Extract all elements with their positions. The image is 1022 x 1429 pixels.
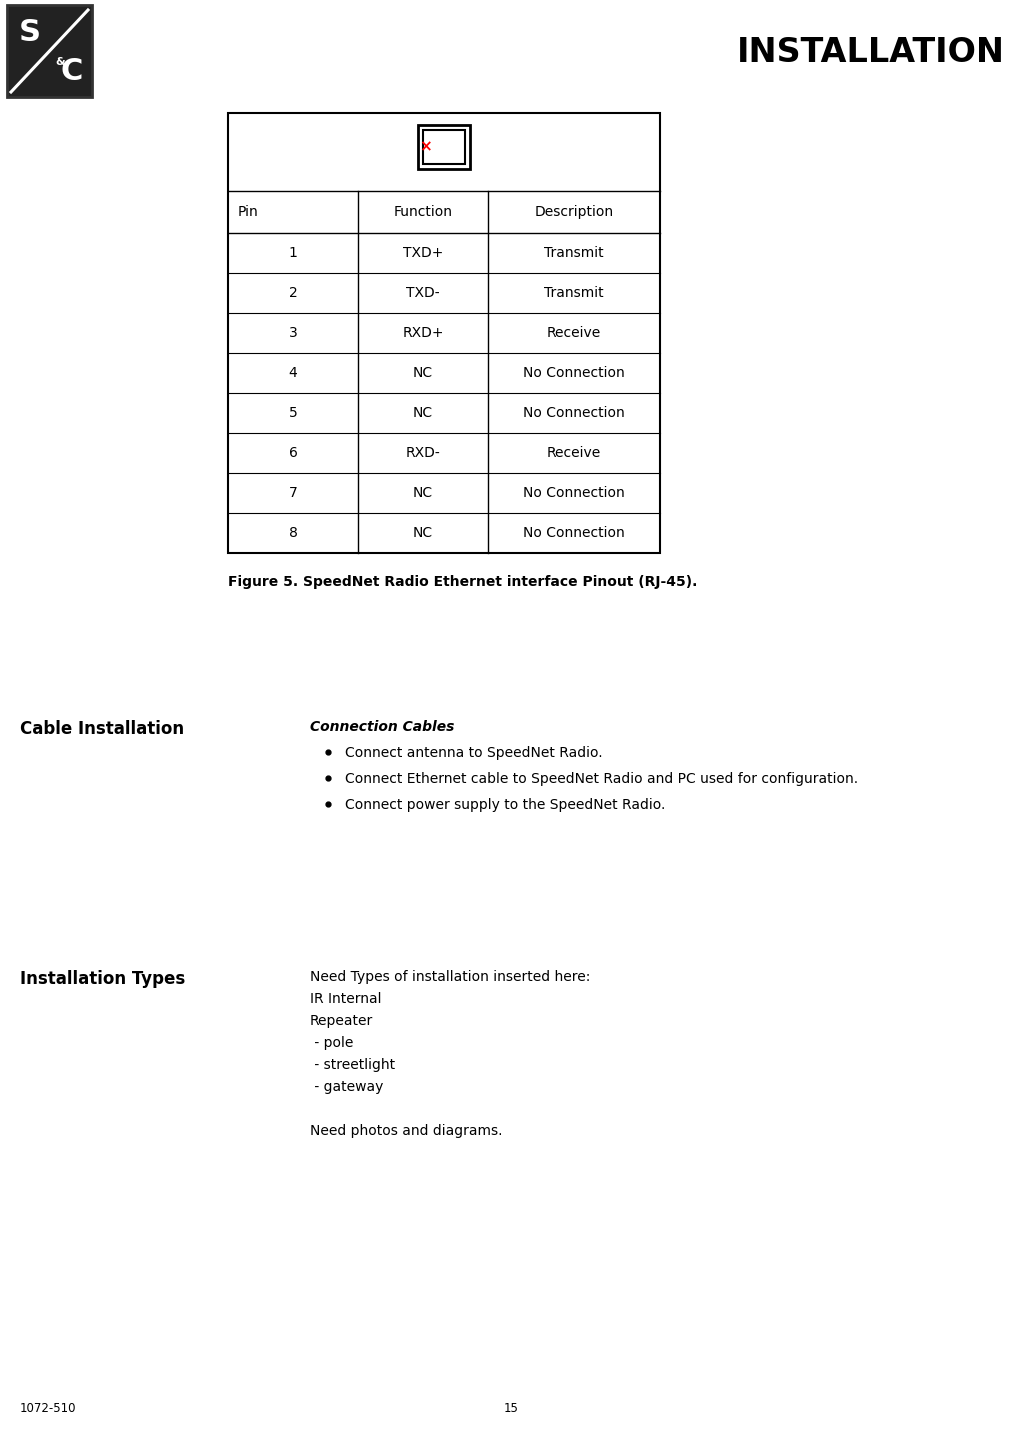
Text: NC: NC — [413, 366, 433, 380]
Text: 3: 3 — [288, 326, 297, 340]
Text: 1072-510: 1072-510 — [20, 1402, 77, 1415]
Text: TXD-: TXD- — [406, 286, 439, 300]
Text: Need photos and diagrams.: Need photos and diagrams. — [310, 1125, 503, 1137]
Text: Connect Ethernet cable to SpeedNet Radio and PC used for configuration.: Connect Ethernet cable to SpeedNet Radio… — [345, 772, 858, 786]
Text: No Connection: No Connection — [523, 366, 624, 380]
Text: - streetlight: - streetlight — [310, 1057, 396, 1072]
Text: INSTALLATION: INSTALLATION — [737, 36, 1005, 69]
Text: NC: NC — [413, 486, 433, 500]
Text: Description: Description — [535, 204, 613, 219]
Bar — [418, 124, 470, 169]
Text: Pin: Pin — [238, 204, 259, 219]
Bar — [7, 4, 92, 97]
Text: Installation Types: Installation Types — [20, 970, 185, 987]
Text: IR Internal: IR Internal — [310, 992, 381, 1006]
Text: Receive: Receive — [547, 326, 601, 340]
Text: - gateway: - gateway — [310, 1080, 383, 1095]
Text: Need Types of installation inserted here:: Need Types of installation inserted here… — [310, 970, 591, 985]
Text: 15: 15 — [504, 1402, 518, 1415]
Text: Connect power supply to the SpeedNet Radio.: Connect power supply to the SpeedNet Rad… — [345, 797, 665, 812]
Text: No Connection: No Connection — [523, 486, 624, 500]
Bar — [423, 130, 465, 164]
Text: 5: 5 — [288, 406, 297, 420]
Text: No Connection: No Connection — [523, 406, 624, 420]
Text: Function: Function — [393, 204, 453, 219]
Text: 6: 6 — [288, 446, 297, 460]
Text: Transmit: Transmit — [544, 286, 604, 300]
Text: Connect antenna to SpeedNet Radio.: Connect antenna to SpeedNet Radio. — [345, 746, 603, 760]
Text: &: & — [55, 57, 64, 67]
Text: Cable Installation: Cable Installation — [20, 720, 184, 737]
Text: 1: 1 — [288, 246, 297, 260]
Text: Figure 5. SpeedNet Radio Ethernet interface Pinout (RJ-45).: Figure 5. SpeedNet Radio Ethernet interf… — [228, 574, 697, 589]
Text: 2: 2 — [288, 286, 297, 300]
Text: Connection Cables: Connection Cables — [310, 720, 455, 735]
Bar — [228, 113, 660, 553]
Text: 7: 7 — [288, 486, 297, 500]
Text: RXD-: RXD- — [406, 446, 440, 460]
Text: No Connection: No Connection — [523, 526, 624, 540]
Text: NC: NC — [413, 406, 433, 420]
Text: 8: 8 — [288, 526, 297, 540]
Text: Repeater: Repeater — [310, 1015, 373, 1027]
Text: - pole: - pole — [310, 1036, 354, 1050]
Text: C: C — [60, 57, 83, 86]
Text: Receive: Receive — [547, 446, 601, 460]
Text: Transmit: Transmit — [544, 246, 604, 260]
Text: ×: × — [419, 140, 431, 154]
Text: RXD+: RXD+ — [403, 326, 444, 340]
Text: NC: NC — [413, 526, 433, 540]
Text: 4: 4 — [288, 366, 297, 380]
Text: TXD+: TXD+ — [403, 246, 444, 260]
Text: S: S — [19, 19, 41, 47]
